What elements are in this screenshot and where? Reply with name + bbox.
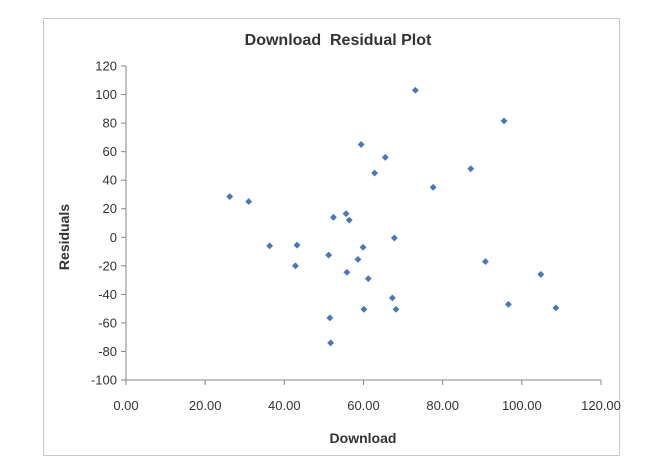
data-point [293, 241, 301, 249]
y-tick-label: 120 [95, 59, 117, 74]
data-point [327, 339, 335, 347]
x-axis-title: Download [330, 430, 397, 446]
y-tick-label: 60 [103, 144, 117, 159]
y-tick-label: -80 [98, 344, 117, 359]
data-point [226, 193, 234, 201]
data-point [371, 169, 379, 177]
data-point [266, 242, 274, 250]
data-point [360, 305, 368, 313]
data-point [390, 234, 398, 242]
data-point [326, 314, 334, 322]
data-point [329, 213, 337, 221]
y-tick-label: 20 [103, 201, 117, 216]
y-tick-label: 100 [95, 87, 117, 102]
x-axis-ticks: 0.00 20.00 40.00 60.00 80.00 100.00 120.00 [113, 380, 621, 413]
x-tick-label: 100.00 [502, 398, 542, 413]
y-axis-ticks: -100 -80 -60 -40 -20 0 20 40 60 80 100 120 [91, 59, 126, 388]
data-point [364, 275, 372, 283]
x-tick-label: 20.00 [189, 398, 222, 413]
y-tick-label: 40 [103, 173, 117, 188]
x-tick-label: 120.00 [581, 398, 621, 413]
data-point [357, 140, 365, 149]
data-point [504, 300, 512, 308]
y-tick-label: -20 [98, 258, 117, 273]
data-point [467, 165, 475, 173]
y-tick-label: 80 [103, 116, 117, 131]
x-tick-label: 40.00 [268, 398, 301, 413]
x-tick-label: 80.00 [426, 398, 459, 413]
data-point [354, 255, 362, 263]
y-tick-label: -40 [98, 287, 117, 302]
data-points [226, 86, 560, 347]
data-point [245, 198, 253, 206]
data-point [359, 243, 367, 251]
data-point [342, 210, 350, 218]
data-point [345, 216, 353, 224]
data-point [481, 257, 489, 266]
y-tick-label: 0 [110, 230, 117, 245]
y-tick-label: -60 [98, 315, 117, 330]
data-point [343, 268, 351, 276]
data-point [291, 262, 299, 270]
x-tick-label: 60.00 [347, 398, 380, 413]
data-point [552, 304, 560, 312]
data-point [388, 294, 396, 302]
data-point [411, 86, 419, 94]
x-tick-label: 0.00 [113, 398, 138, 413]
chart-frame [43, 18, 620, 456]
y-tick-label: -100 [91, 373, 117, 388]
data-point [381, 153, 389, 161]
data-point [537, 270, 545, 278]
y-axis-title: Residuals [56, 204, 72, 270]
data-point [392, 305, 400, 313]
chart-title: Download Residual Plot [245, 32, 432, 49]
data-point [429, 183, 437, 191]
data-point [325, 251, 333, 259]
data-point [500, 117, 508, 125]
